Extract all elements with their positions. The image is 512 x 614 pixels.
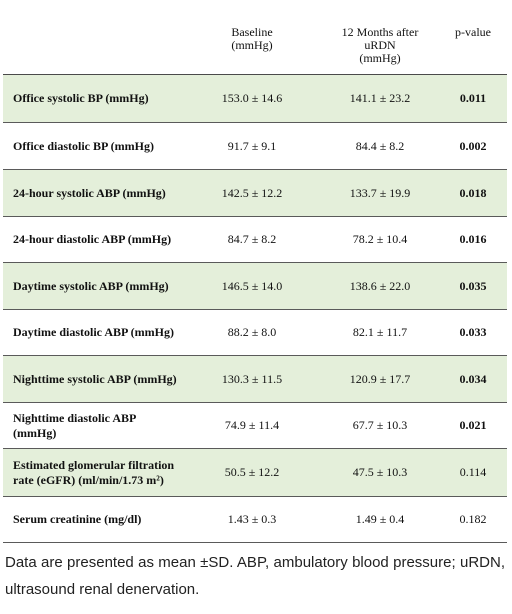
row-label: Nighttime diastolic ABP (mmHg) [3,402,183,449]
row-baseline-value: 1.43 ± 0.3 [183,496,321,543]
table-body: Office systolic BP (mmHg) 153.0 ± 14.6 141… [3,74,507,543]
row-12-month-value: 47.5 ± 10.3 [321,448,439,497]
header-p-value: p-value [439,0,507,75]
row-p-value: 0.011 [439,74,507,123]
row-label: Nighttime systolic ABP (mmHg) [3,355,183,403]
results-table-container: Baseline (mmHg) 12 Months after uRDN (mmHg)… [3,0,507,543]
table-row: Nighttime systolic ABP (mmHg) 130.3 ± 11.… [3,355,507,403]
row-label: Daytime diastolic ABP (mmHg) [3,309,183,356]
table-row: Nighttime diastolic ABP (mmHg) 74.9 ± 11.4… [3,402,507,449]
row-baseline-value: 84.7 ± 8.2 [183,216,321,263]
row-label: Estimated glomerular filtration rate (eGF… [3,448,183,497]
row-p-value: 0.016 [439,216,507,263]
row-baseline-value: 50.5 ± 12.2 [183,448,321,497]
header-baseline: Baseline (mmHg) [183,0,321,75]
row-p-value: 0.002 [439,122,507,170]
row-baseline-value: 146.5 ± 14.0 [183,262,321,310]
row-baseline-value: 88.2 ± 8.0 [183,309,321,356]
row-baseline-value: 130.3 ± 11.5 [183,355,321,403]
blood-pressure-results-table: Baseline (mmHg) 12 Months after uRDN (mmHg)… [3,0,507,543]
row-baseline-value: 91.7 ± 9.1 [183,122,321,170]
table-row: Estimated glomerular filtration rate (eGF… [3,448,507,497]
row-baseline-value: 74.9 ± 11.4 [183,402,321,449]
table-row: Serum creatinine (mg/dl) 1.43 ± 0.3 1.49 ±… [3,496,507,543]
row-label: 24-hour diastolic ABP (mmHg) [3,216,183,263]
header-parameter [3,0,183,75]
row-p-value: 0.018 [439,169,507,217]
row-12-month-value: 84.4 ± 8.2 [321,122,439,170]
row-p-value: 0.035 [439,262,507,310]
row-12-month-value: 1.49 ± 0.4 [321,496,439,543]
header-12-months: 12 Months after uRDN (mmHg) [321,0,439,75]
row-p-value: 0.021 [439,402,507,449]
row-12-month-value: 138.6 ± 22.0 [321,262,439,310]
table-row: 24-hour diastolic ABP (mmHg) 84.7 ± 8.2 78… [3,216,507,263]
table-row: Office systolic BP (mmHg) 153.0 ± 14.6 141… [3,74,507,123]
table-row: Daytime systolic ABP (mmHg) 146.5 ± 14.0 1… [3,262,507,310]
row-12-month-value: 133.7 ± 19.9 [321,169,439,217]
row-label: Daytime systolic ABP (mmHg) [3,262,183,310]
row-12-month-value: 82.1 ± 11.7 [321,309,439,356]
table-row: 24-hour systolic ABP (mmHg) 142.5 ± 12.2 1… [3,169,507,217]
row-label: 24-hour systolic ABP (mmHg) [3,169,183,217]
row-12-month-value: 78.2 ± 10.4 [321,216,439,263]
row-baseline-value: 153.0 ± 14.6 [183,74,321,123]
row-label: Office systolic BP (mmHg) [3,74,183,123]
row-p-value: 0.033 [439,309,507,356]
row-12-month-value: 120.9 ± 17.7 [321,355,439,403]
row-12-month-value: 141.1 ± 23.2 [321,74,439,123]
table-row: Daytime diastolic ABP (mmHg) 88.2 ± 8.0 82… [3,309,507,356]
row-baseline-value: 142.5 ± 12.2 [183,169,321,217]
table-row: Office diastolic BP (mmHg) 91.7 ± 9.1 84.4… [3,122,507,170]
table-footnote: Data are presented as mean ±SD. ABP, amb… [5,554,505,598]
row-p-value: 0.034 [439,355,507,403]
row-label: Serum creatinine (mg/dl) [3,496,183,543]
row-12-month-value: 67.7 ± 10.3 [321,402,439,449]
row-label: Office diastolic BP (mmHg) [3,122,183,170]
table-header-row: Baseline (mmHg) 12 Months after uRDN (mmHg)… [3,0,507,75]
row-p-value: 0.182 [439,496,507,543]
row-p-value: 0.114 [439,448,507,497]
